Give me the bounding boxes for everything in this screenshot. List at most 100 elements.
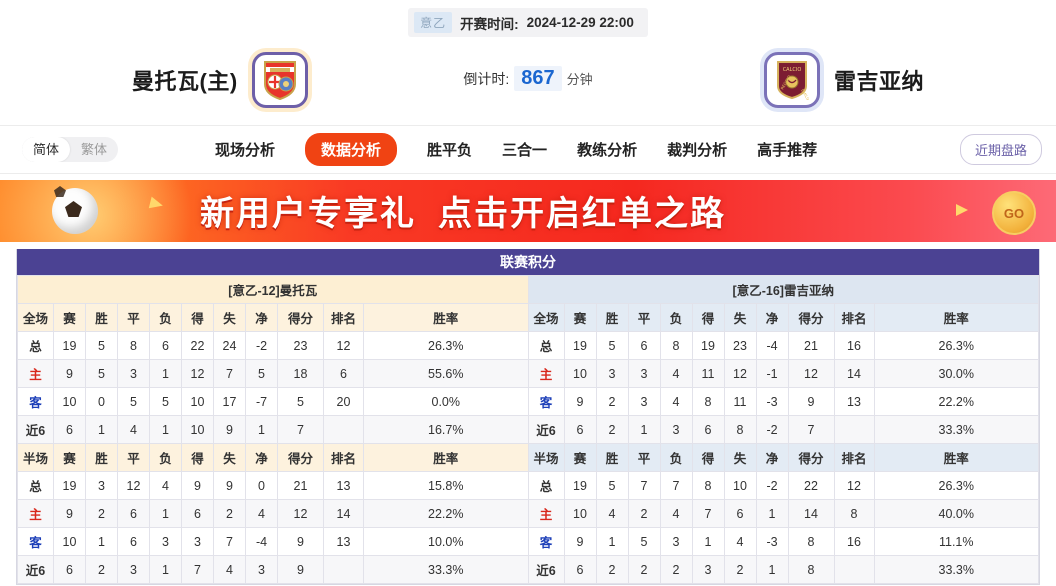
promo-banner[interactable]: 新用户专享礼 点击开启红单之路 GO <box>0 180 1056 242</box>
cell-stat: 5 <box>85 359 118 388</box>
language-toggle[interactable]: 简体 繁体 <box>22 137 119 162</box>
banner-arrow-right-icon <box>956 204 968 216</box>
cell-stat: 3 <box>691 555 725 584</box>
col-ft-loss-home: 负 <box>149 303 182 332</box>
cell-stat: 23 <box>723 331 757 360</box>
cell-stat: 8 <box>117 331 150 360</box>
row-venue-label: 客 <box>17 387 54 416</box>
cell-stat: 2 <box>627 555 661 584</box>
recent-odds-button[interactable]: 近期盘路 <box>959 134 1042 165</box>
cell-stat: 3 <box>85 471 118 500</box>
kickoff-label: 开赛时间: <box>460 16 519 32</box>
tab-win-draw-loss[interactable]: 胜平负 <box>427 142 473 159</box>
col-ht-goal-diff-away: 净 <box>755 443 789 472</box>
cell-stat: 9 <box>53 359 86 388</box>
tab-three-in-one[interactable]: 三合一 <box>502 142 548 159</box>
cell-stat: 1 <box>149 555 182 584</box>
tab-coach-analysis[interactable]: 教练分析 <box>577 142 638 159</box>
cell-stat: 1 <box>755 499 789 528</box>
cell-stat: 4 <box>723 527 757 556</box>
cell-stat: 1 <box>595 527 629 556</box>
match-header: 意乙 开赛时间: 2024-12-29 22:00 曼托瓦(主) <box>0 0 1056 125</box>
tab-referee-analysis[interactable]: 裁判分析 <box>667 142 728 159</box>
col-ht-goals-for-home: 得 <box>181 443 214 472</box>
col-ft-win-home: 胜 <box>85 303 118 332</box>
cell-stat: 9 <box>563 387 597 416</box>
col-ht-goals-against-away: 失 <box>723 443 757 472</box>
cell-stat: 10 <box>723 471 757 500</box>
cell-stat: 7 <box>277 415 324 444</box>
cell-stat: 14 <box>323 499 364 528</box>
cell-stat: 12 <box>787 359 835 388</box>
cell-winrate: 26.3% <box>873 471 1039 500</box>
banner-go-button[interactable]: GO <box>992 191 1036 235</box>
cell-stat: -4 <box>245 527 278 556</box>
fulltime-column-header-row: 全场 赛 胜 平 负 得 失 净 得分 排名 胜率 全场 赛 胜 平 负 得 <box>17 303 1039 332</box>
col-ht-draw-home: 平 <box>117 443 150 472</box>
cell-stat: 3 <box>245 555 278 584</box>
cell-stat: 2 <box>85 555 118 584</box>
cell-stat: 0 <box>85 387 118 416</box>
mantova-crest-icon <box>263 60 297 100</box>
reggiana-crest-icon: CALCIO REGGIO EMILIA <box>775 60 809 100</box>
banner-line-1: 新用户专享礼 <box>200 194 416 234</box>
kickoff-pill: 意乙 开赛时间: 2024-12-29 22:00 <box>408 8 648 37</box>
cell-stat: 22 <box>787 471 835 500</box>
col-ht-loss-home: 负 <box>149 443 182 472</box>
cell-stat: 4 <box>149 471 182 500</box>
lang-simplified[interactable]: 简体 <box>22 137 71 162</box>
col-ft-winrate-home: 胜率 <box>363 303 529 332</box>
cell-stat: 2 <box>213 499 246 528</box>
cell-stat: 11 <box>691 359 725 388</box>
cell-stat: -1 <box>755 359 789 388</box>
cell-stat: 7 <box>627 471 661 500</box>
table-title: 联赛积分 <box>17 249 1039 275</box>
col-ht-goals-for-away: 得 <box>691 443 725 472</box>
col-ht-win-home: 胜 <box>85 443 118 472</box>
col-ft-winrate-away: 胜率 <box>873 303 1039 332</box>
cell-stat: 6 <box>181 499 214 528</box>
home-team-logo <box>251 52 308 108</box>
away-team[interactable]: CALCIO REGGIO EMILIA 雷吉亚纳 <box>763 52 924 108</box>
cell-stat: 3 <box>627 359 661 388</box>
cell-stat: 7 <box>181 555 214 584</box>
cell-stat: 2 <box>595 415 629 444</box>
cell-stat: 11 <box>723 387 757 416</box>
cell-winrate: 15.8% <box>363 471 529 500</box>
cell-stat: 6 <box>691 415 725 444</box>
cell-stat: -2 <box>755 415 789 444</box>
cell-stat: 1 <box>149 499 182 528</box>
cell-stat: 12 <box>723 359 757 388</box>
cell-stat: 12 <box>833 471 875 500</box>
col-ht-venue-away: 半场 <box>527 443 565 472</box>
cell-stat: 16 <box>833 527 875 556</box>
cell-stat: 23 <box>277 331 324 360</box>
tab-live-analysis[interactable]: 现场分析 <box>215 142 276 159</box>
cell-stat: 5 <box>595 471 629 500</box>
cell-stat: 18 <box>277 359 324 388</box>
col-ht-points-home: 得分 <box>277 443 324 472</box>
cell-stat: 6 <box>563 555 597 584</box>
row-venue-label: 近6 <box>527 415 565 444</box>
row-venue-label: 主 <box>17 499 54 528</box>
countdown-label: 倒计时: <box>463 71 510 87</box>
cell-stat: 4 <box>659 499 693 528</box>
col-ht-venue-home: 半场 <box>17 443 54 472</box>
cell-stat: 13 <box>323 527 364 556</box>
cell-stat: 10 <box>563 499 597 528</box>
cell-winrate: 0.0% <box>363 387 529 416</box>
cell-stat: 2 <box>85 499 118 528</box>
countdown-value: 867 <box>514 66 562 91</box>
col-ft-goals-against-home: 失 <box>213 303 246 332</box>
cell-stat: 1 <box>85 415 118 444</box>
tab-expert-picks[interactable]: 高手推荐 <box>757 142 818 159</box>
lang-traditional[interactable]: 繁体 <box>81 142 108 157</box>
cell-stat: 6 <box>323 359 364 388</box>
cell-winrate: 26.3% <box>363 331 529 360</box>
col-ft-goal-diff-away: 净 <box>755 303 789 332</box>
col-ht-points-away: 得分 <box>787 443 835 472</box>
home-team[interactable]: 曼托瓦(主) <box>132 52 308 108</box>
tab-data-analysis[interactable]: 数据分析 <box>305 133 398 166</box>
cell-stat: 7 <box>659 471 693 500</box>
row-venue-label: 主 <box>17 359 54 388</box>
